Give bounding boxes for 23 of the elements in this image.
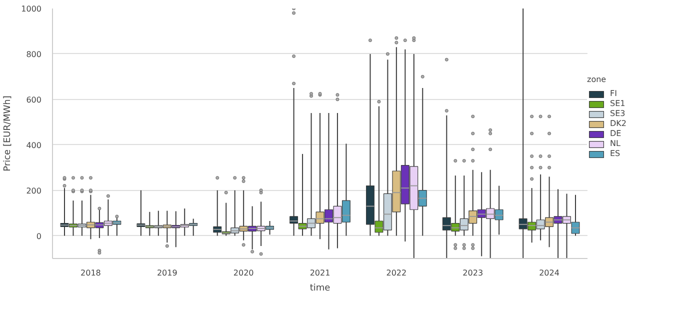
x-tick-label: 2019 (156, 268, 178, 278)
x-tick-label: 2024 (539, 268, 560, 278)
x-axis-title: time (310, 284, 331, 294)
x-tick-label: 2022 (386, 268, 407, 278)
y-tick-label: 400 (26, 140, 42, 150)
x-tick-label: 2018 (80, 268, 101, 278)
legend-label: SE1 (610, 99, 626, 108)
y-tick-label: 0 (36, 232, 42, 241)
legend-label: DE (610, 129, 622, 138)
legend-label: ES (610, 149, 622, 158)
y-tick-label: 1000 (21, 4, 42, 14)
legend-label: FI (610, 89, 618, 98)
legend-title: zone (587, 75, 608, 84)
x-tick-label: 2023 (462, 268, 484, 278)
x-tick-label: 2021 (310, 268, 330, 278)
y-tick-label: 600 (26, 95, 42, 104)
y-tick-label: 800 (26, 50, 42, 59)
x-tick-label: 2020 (233, 268, 254, 278)
y-tick-label: 200 (26, 186, 42, 196)
legend-label: SE3 (610, 109, 626, 118)
legend-label: DK2 (610, 119, 628, 128)
legend-label: NL (610, 139, 622, 148)
y-axis-title: Price [EUR/MWh] (3, 96, 14, 172)
